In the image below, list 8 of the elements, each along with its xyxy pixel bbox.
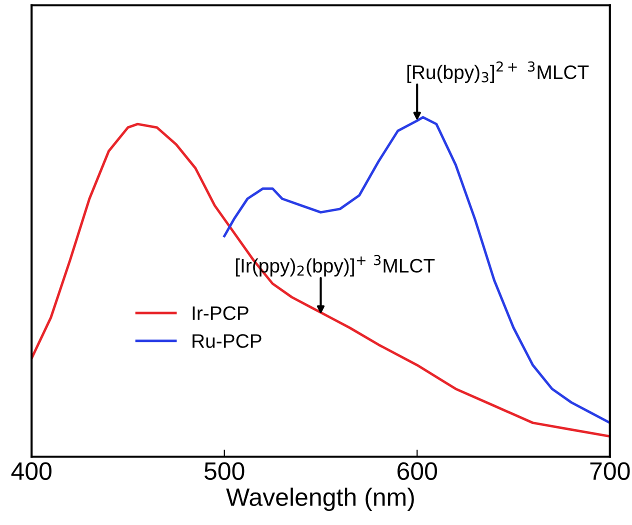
x-tick-label: 400 xyxy=(11,462,52,480)
legend-label: Ru-PCP xyxy=(192,334,262,348)
legend-label: Ir-PCP xyxy=(192,306,248,320)
annotation: [Ru(bpy)$_{3}$]$^{2+ 3}$MLCT xyxy=(407,61,589,83)
x-tick-label: 700 xyxy=(590,462,630,480)
x-axis-title: Wavelength (nm) xyxy=(226,488,414,511)
x-tick-label: 600 xyxy=(398,462,437,480)
x-tick-label: 500 xyxy=(204,462,244,480)
